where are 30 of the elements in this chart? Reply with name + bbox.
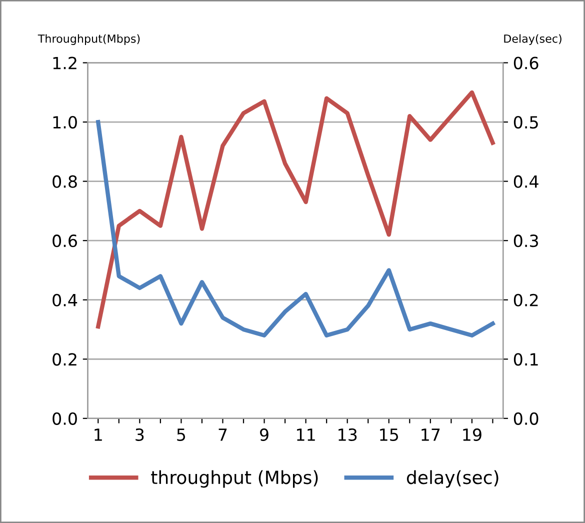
x-tick-label: 15	[380, 428, 398, 442]
y2-tick-label: 0.2	[514, 294, 538, 306]
x-tick-label: 9	[260, 428, 268, 442]
y2-tick-label: 0.1	[514, 353, 538, 366]
legend-label: throughput (Mbps)	[151, 470, 318, 488]
legend-label: delay(sec)	[406, 470, 498, 488]
x-tick-label: 1	[94, 428, 102, 441]
y-axis-title: Throughput(Mbps)	[38, 34, 140, 45]
y-tick-label: 0.4	[52, 294, 78, 306]
x-tick-label: 11	[297, 428, 315, 441]
y-tick-label: 0.2	[52, 353, 76, 366]
y-tick-label: 1.2	[53, 56, 76, 70]
x-tick-label: 13	[338, 428, 357, 442]
y-tick-label: 0.8	[52, 175, 77, 188]
x-tick-label: 5	[177, 428, 186, 442]
y2-axis-title: Delay(sec)	[504, 34, 562, 45]
x-tick-label: 19	[463, 428, 482, 442]
x-tick-label: 3	[136, 428, 144, 442]
y2-tick-label: 0.5	[514, 116, 538, 129]
y2-tick-label: 0.0	[514, 412, 538, 425]
line-series	[96, 120, 495, 338]
y-tick-label: 0.6	[52, 234, 77, 248]
y2-tick-label: 0.3	[514, 234, 538, 248]
x-tick-label: 17	[422, 428, 440, 441]
line-series	[96, 90, 495, 329]
y-tick-label: 0.0	[52, 412, 77, 425]
x-tick-label: 7	[218, 428, 227, 441]
y-tick-label: 1.0	[53, 116, 77, 129]
y2-tick-label: 0.6	[514, 56, 538, 70]
y2-tick-label: 0.4	[514, 175, 538, 188]
